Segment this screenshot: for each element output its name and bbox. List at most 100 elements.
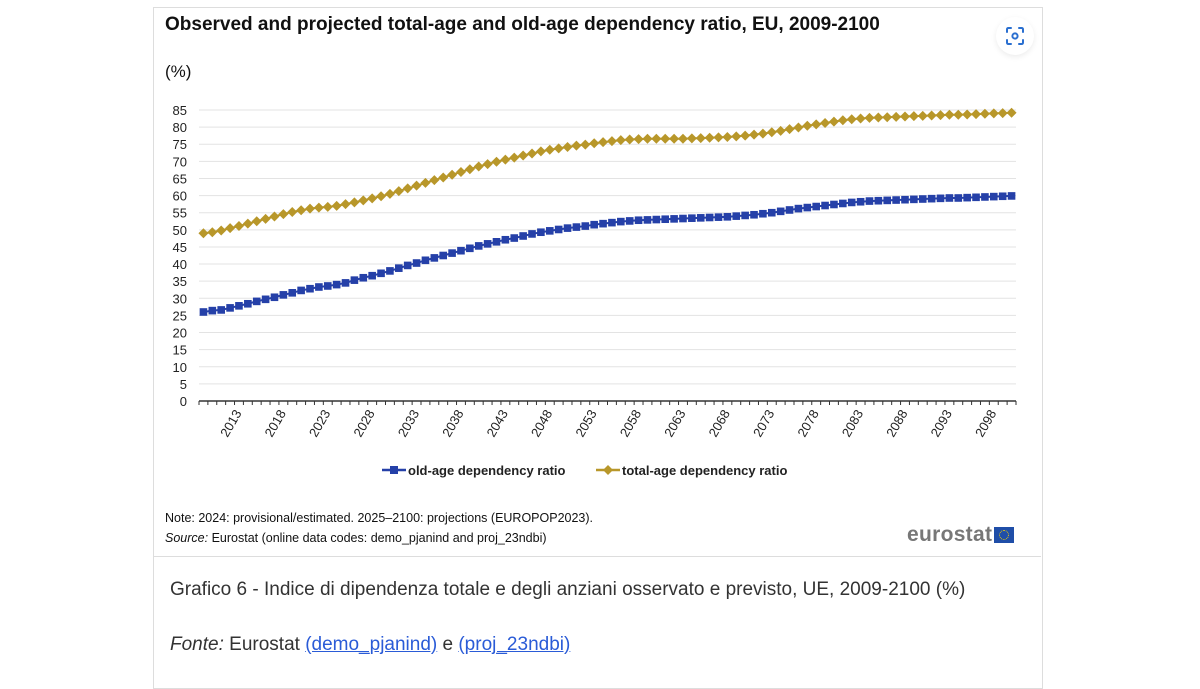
image-search-button[interactable]: [996, 17, 1034, 55]
data-point-old-age: [554, 225, 563, 234]
data-point-total-age: [793, 122, 804, 133]
data-point-old-age: [989, 192, 998, 201]
data-point-old-age: [545, 227, 554, 235]
source-text: Eurostat (online data codes: demo_pjanin…: [208, 531, 547, 545]
data-point-old-age: [412, 259, 421, 267]
data-point-total-age: [553, 143, 564, 154]
data-point-old-age: [963, 193, 971, 202]
data-point-total-age: [535, 146, 546, 157]
caption-source: Fonte: Eurostat (demo_pjanind) e (proj_2…: [170, 634, 570, 656]
data-point-old-age: [759, 209, 767, 218]
data-point-total-age: [509, 152, 520, 163]
x-tick-label: 2073: [750, 407, 777, 440]
data-point-total-age: [864, 112, 875, 123]
divider: [154, 556, 1041, 557]
data-point-total-age: [908, 111, 919, 122]
data-point-total-age: [429, 175, 440, 186]
data-point-total-age: [837, 115, 848, 126]
data-point-old-age: [350, 276, 359, 284]
data-point-total-age: [518, 150, 529, 161]
data-point-total-age: [642, 133, 653, 144]
y-tick-label: 30: [173, 291, 187, 306]
data-point-total-age: [580, 139, 591, 150]
x-tick-label: 2033: [395, 407, 422, 440]
data-point-old-age: [244, 299, 252, 308]
data-point-old-age: [323, 282, 332, 290]
unit-label: (%): [165, 62, 192, 81]
line-chart: 0 5 10 15 20 25 30 35 40 45 50 55 60 65 70 75 80 85 2013 20…: [173, 103, 1017, 478]
x-tick-label: 2043: [484, 407, 511, 440]
data-point-total-age: [207, 227, 218, 238]
data-point-old-age: [643, 216, 652, 224]
data-point-old-age: [572, 223, 581, 231]
series-line-1: [203, 111, 1012, 235]
data-point-old-age: [732, 212, 741, 220]
x-tick-label: 2093: [928, 407, 955, 440]
data-point-total-age: [695, 133, 706, 144]
data-point-total-age: [962, 109, 973, 120]
data-point-old-age: [1007, 192, 1016, 200]
data-point-total-age: [686, 133, 697, 144]
y-tick-label: 55: [173, 206, 187, 221]
y-tick-label: 85: [173, 103, 187, 118]
y-tick-label: 60: [173, 189, 187, 204]
data-point-total-age: [571, 140, 582, 151]
y-tick-label: 35: [173, 274, 187, 289]
data-point-old-age: [261, 295, 270, 304]
data-point-total-age: [606, 136, 617, 147]
data-point-total-age: [349, 197, 360, 208]
data-point-total-age: [198, 228, 209, 239]
data-point-total-age: [669, 133, 680, 144]
data-point-total-age: [651, 133, 662, 144]
data-point-total-age: [615, 135, 626, 146]
data-point-total-age: [287, 207, 298, 218]
data-point-old-age: [252, 297, 261, 306]
data-point-old-age: [288, 289, 297, 297]
data-point-old-age: [830, 200, 838, 209]
y-tick-label: 50: [173, 223, 187, 238]
data-point-old-age: [217, 306, 226, 314]
data-point-total-age: [260, 213, 271, 224]
data-point-total-age: [988, 108, 999, 119]
data-point-total-age: [944, 109, 955, 120]
data-point-total-age: [393, 186, 404, 197]
y-tick-label: 15: [173, 343, 187, 358]
data-point-old-age: [315, 283, 323, 291]
legend-label-1: total-age dependency ratio: [622, 463, 787, 478]
data-point-total-age: [828, 116, 839, 127]
link-demo-pjanind[interactable]: (demo_pjanind): [305, 634, 438, 655]
data-point-total-age: [278, 209, 289, 220]
data-point-total-age: [704, 132, 715, 143]
data-point-old-age: [519, 232, 527, 240]
data-point-old-age: [776, 207, 785, 216]
data-point-old-age: [226, 304, 234, 312]
legend-label-0: old-age dependency ratio: [408, 463, 566, 478]
x-tick-label: 2013: [217, 407, 244, 440]
data-point-total-age: [376, 191, 387, 202]
data-point-total-age: [296, 205, 307, 216]
data-point-total-age: [731, 131, 742, 142]
data-point-old-age: [297, 286, 305, 295]
data-point-total-age: [527, 148, 538, 159]
eurostat-logo-text: eurostat: [907, 523, 993, 546]
data-point-old-age: [270, 293, 279, 302]
data-point-old-age: [235, 302, 243, 310]
x-tick-label: 2078: [794, 407, 821, 440]
data-point-total-age: [873, 112, 884, 123]
data-point-total-age: [482, 159, 493, 170]
data-point-total-age: [491, 156, 502, 167]
data-point-total-age: [713, 132, 724, 143]
data-point-old-age: [936, 194, 945, 203]
data-point-old-age: [625, 217, 634, 225]
x-tick-label: 2063: [661, 407, 688, 440]
data-point-total-age: [411, 180, 422, 191]
data-point-old-age: [537, 228, 545, 237]
data-point-old-age: [883, 196, 892, 205]
data-point-old-age: [581, 222, 590, 230]
data-point-old-age: [954, 194, 963, 202]
x-tick-label: 2038: [439, 407, 466, 440]
link-proj-23ndbi[interactable]: (proj_23ndbi): [458, 634, 571, 655]
chart-source: Source: Eurostat (online data codes: dem…: [165, 531, 547, 545]
data-point-old-age: [634, 216, 643, 225]
data-point-total-age: [749, 129, 760, 140]
